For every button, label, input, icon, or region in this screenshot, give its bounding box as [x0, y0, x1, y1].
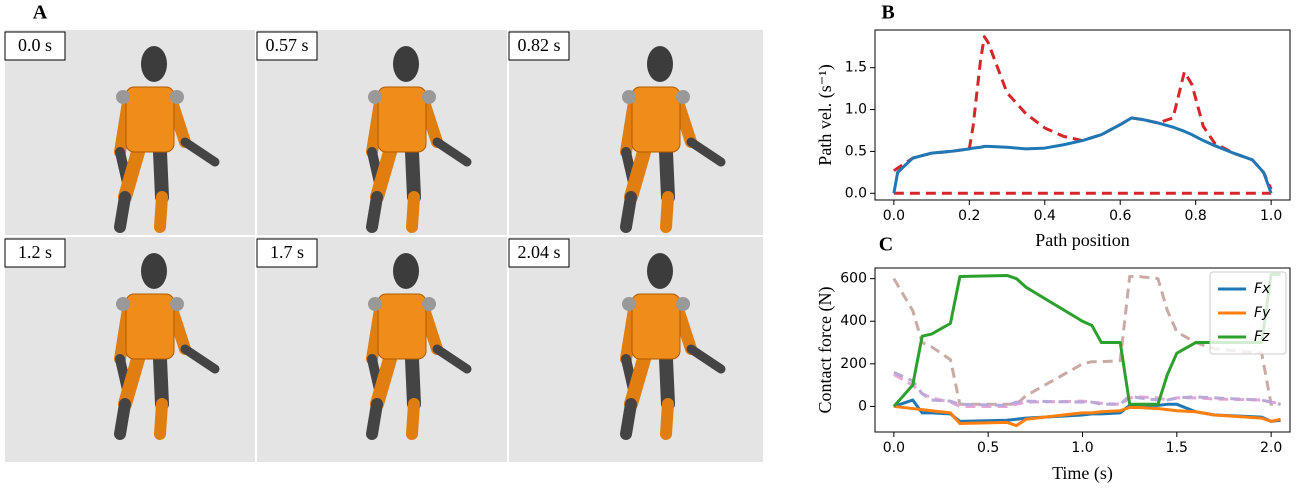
robot-shoulder	[116, 90, 130, 104]
data-line	[894, 406, 1281, 425]
time-label: 0.82 s	[517, 35, 560, 55]
y-tick-label: 200	[840, 356, 867, 372]
robot-torso	[126, 87, 174, 152]
robot-limb	[372, 404, 377, 434]
robot-limb	[412, 152, 414, 197]
x-tick-label: 0.2	[958, 208, 980, 224]
robot-shoulder	[676, 297, 690, 311]
robot-limb	[626, 197, 631, 227]
robot-head	[647, 46, 673, 82]
panel-label: B	[881, 2, 894, 24]
robot-limb	[160, 197, 162, 227]
axes-frame	[875, 30, 1290, 200]
robot-limb	[160, 404, 162, 434]
y-tick-label: 0.5	[845, 143, 867, 159]
robot-head	[647, 253, 673, 289]
robot-limb	[160, 359, 162, 404]
time-label: 1.2 s	[18, 242, 52, 262]
robot-head	[393, 46, 419, 82]
time-label: 1.7 s	[270, 242, 304, 262]
robot-head	[141, 253, 167, 289]
robot-limb	[120, 197, 125, 227]
robot-limb	[666, 197, 668, 227]
y-axis-label: Path vel. (s⁻¹)	[815, 64, 836, 165]
figure: A B C 0.0 s 0.57 s 0.82 s 1.2 s 1.7 s 2.04 s 0…	[0, 0, 1313, 489]
x-tick-label: 1.0	[1260, 208, 1282, 224]
robot-shoulder	[368, 297, 382, 311]
y-tick-label: 600	[840, 271, 867, 287]
robot-torso	[378, 87, 426, 152]
robot-shoulder	[116, 297, 130, 311]
x-tick-label: 0.8	[1185, 208, 1207, 224]
robot-torso	[126, 294, 174, 359]
x-tick-label: 2.0	[1260, 440, 1282, 456]
robot-limb	[666, 404, 668, 434]
panel-label: A	[33, 2, 48, 24]
robot-head	[141, 46, 167, 82]
legend-label: Fz	[1254, 329, 1270, 345]
y-tick-label: 0	[858, 398, 867, 414]
legend-label: Fx	[1254, 281, 1271, 297]
time-label: 0.57 s	[265, 35, 308, 55]
robot-limb	[412, 197, 414, 227]
y-axis-label: Contact force (N)	[815, 287, 836, 414]
robot-shoulder	[622, 90, 636, 104]
x-tick-label: 1.5	[1166, 440, 1188, 456]
robot-head	[393, 253, 419, 289]
y-tick-label: 400	[840, 313, 867, 329]
x-tick-label: 0.5	[977, 440, 999, 456]
robot-shoulder	[676, 90, 690, 104]
x-tick-label: 0.6	[1109, 208, 1131, 224]
robot-torso	[632, 87, 680, 152]
x-tick-label: 0.0	[883, 208, 905, 224]
robot-shoulder	[368, 90, 382, 104]
robot-limb	[160, 152, 162, 197]
time-label: 2.04 s	[517, 242, 560, 262]
robot-torso	[632, 294, 680, 359]
panel-label: C	[879, 234, 893, 256]
x-axis-label: Time (s)	[1052, 463, 1113, 484]
robot-limb	[412, 404, 414, 434]
robot-torso	[378, 294, 426, 359]
robot-limb	[626, 404, 631, 434]
robot-limb	[666, 152, 668, 197]
x-tick-label: 1.0	[1071, 440, 1093, 456]
x-tick-label: 0.0	[883, 440, 905, 456]
robot-shoulder	[622, 297, 636, 311]
robot-limb	[372, 197, 377, 227]
legend-label: Fy	[1254, 305, 1271, 321]
data-line	[894, 118, 1271, 193]
x-axis-label: Path position	[1035, 230, 1130, 250]
y-tick-label: 0.0	[845, 185, 867, 201]
y-tick-label: 1.5	[845, 60, 867, 76]
robot-limb	[666, 359, 668, 404]
data-line	[894, 37, 1271, 189]
robot-shoulder	[170, 297, 184, 311]
time-label: 0.0 s	[18, 35, 52, 55]
y-tick-label: 1.0	[845, 102, 867, 118]
robot-limb	[120, 404, 125, 434]
robot-shoulder	[422, 90, 436, 104]
robot-limb	[412, 359, 414, 404]
robot-shoulder	[422, 297, 436, 311]
robot-shoulder	[170, 90, 184, 104]
x-tick-label: 0.4	[1034, 208, 1056, 224]
